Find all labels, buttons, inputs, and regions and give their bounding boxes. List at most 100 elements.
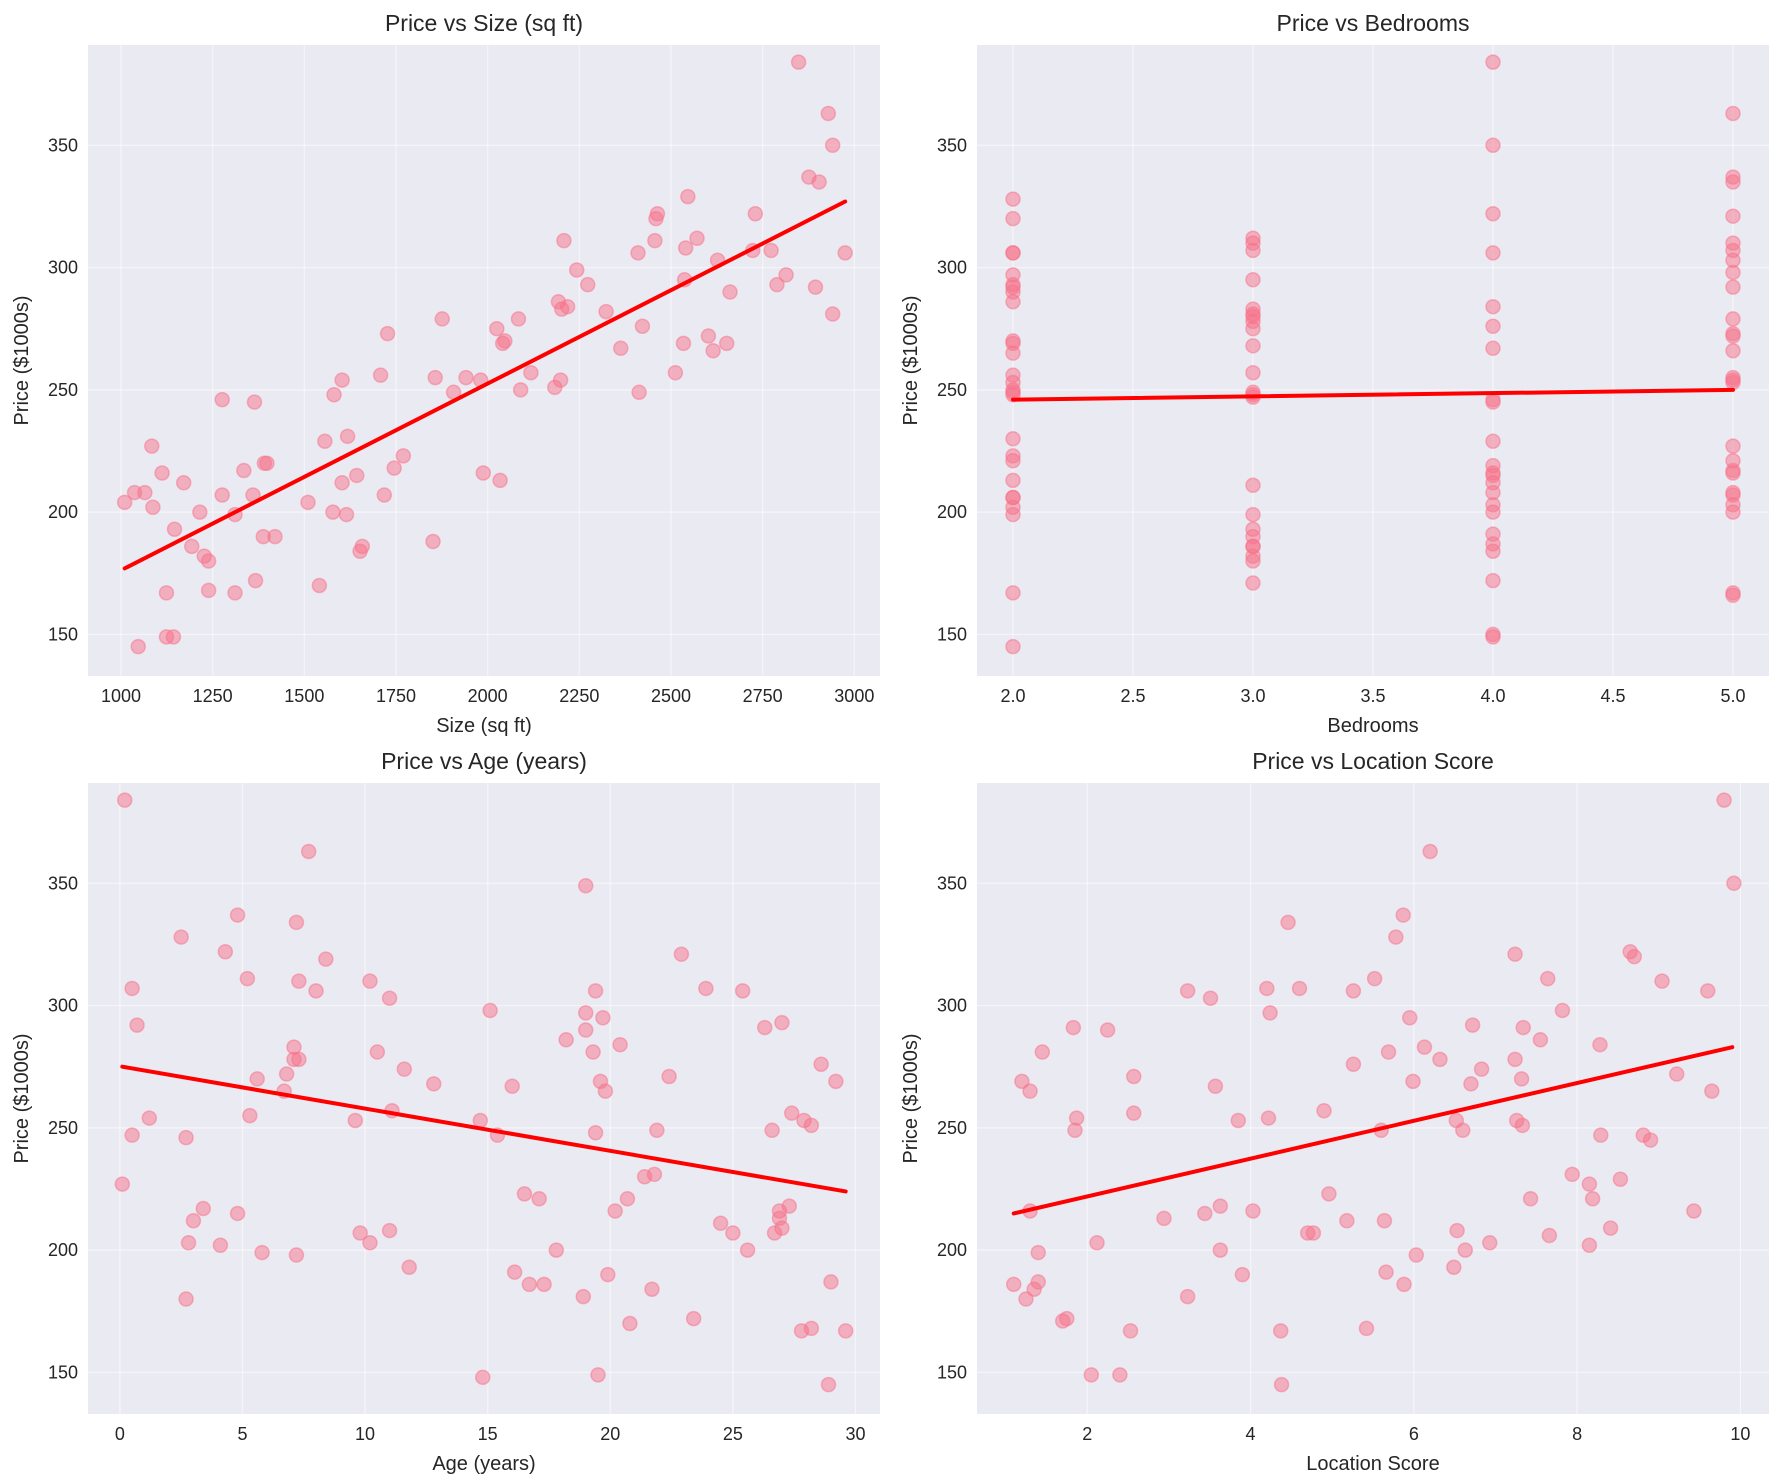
data-point [649,1122,665,1139]
data-point [598,303,614,320]
data-point [1725,374,1741,391]
data-point [137,484,153,501]
y-tick-label: 150 [48,1362,78,1382]
data-point [1668,1066,1685,1082]
data-point [734,983,751,999]
x-tick-label: 2250 [559,686,599,706]
data-point [339,428,356,445]
data-point [381,1222,398,1239]
data-point [396,1061,413,1077]
data-point [458,369,474,386]
data-point [556,232,572,249]
data-point [739,1242,756,1258]
data-point [1396,1276,1412,1293]
data-point [675,335,692,352]
data-point [813,1056,829,1073]
data-point [1485,504,1501,520]
data-point [300,843,317,860]
data-point [1262,1005,1278,1021]
x-tick-label: 2750 [743,686,783,706]
data-point [1457,1242,1474,1258]
y-tick-label: 200 [48,502,78,522]
data-point [504,1078,520,1095]
data-point [475,1369,491,1386]
data-point [200,553,217,569]
x-tick-label: 3.5 [1360,686,1385,706]
data-point [1449,1222,1465,1239]
data-point [254,1244,270,1261]
data-point [1245,575,1261,591]
data-point [129,1017,145,1033]
data-point [1507,946,1523,962]
data-point [311,577,328,594]
data-point [1005,472,1021,489]
data-point [489,320,505,337]
data-point [698,980,714,997]
data-point [700,328,717,344]
data-point [472,1112,489,1129]
data-point [578,877,594,894]
data-point [1700,983,1716,999]
data-point [590,1367,606,1383]
data-point [124,980,140,997]
data-point [673,946,690,962]
data-point [1345,983,1362,999]
data-point [178,1291,194,1307]
data-point [1725,105,1741,122]
data-point [1126,1105,1142,1121]
data-point [1291,980,1308,997]
x-axis-label: Bedrooms [1327,715,1418,737]
data-point [185,1213,202,1229]
data-point [823,1274,839,1290]
data-point [619,1191,636,1207]
data-point [1380,1044,1397,1060]
data-point [249,1071,265,1087]
data-point [1654,973,1670,989]
data-point [1378,1264,1394,1280]
data-point [1455,1122,1471,1139]
data-point [401,1259,417,1276]
data-point [1358,1320,1375,1337]
data-point [585,1044,601,1060]
data-point [1716,792,1732,808]
data-point [578,1005,594,1021]
data-point [820,1376,837,1393]
data-point [1464,1017,1481,1033]
regression-line [1011,387,1735,402]
data-point [649,206,666,222]
data-point [158,585,175,601]
data-point [1259,980,1275,997]
data-point [1018,1291,1034,1307]
data-point [1245,506,1261,523]
data-point [558,1032,574,1048]
data-point [521,1276,538,1293]
data-point [1686,1203,1702,1219]
data-point [1059,1310,1075,1327]
data-point [300,494,316,511]
data-point [154,465,170,481]
x-tick-label: 4.5 [1600,686,1625,706]
data-point [1179,983,1196,999]
data-point [372,367,389,383]
data-point [1725,328,1741,344]
data-point [587,983,604,999]
data-point [820,105,837,122]
data-point [1626,948,1643,965]
data-point [1522,1191,1539,1207]
data-point [334,372,350,388]
x-tick-label: 2500 [651,686,691,706]
x-axis-label: Location Score [1306,1453,1439,1475]
data-point [124,1127,140,1143]
data-point [1245,477,1261,493]
data-point [803,1320,820,1337]
data-point [790,54,807,70]
data-point [1207,1078,1224,1095]
data-point [1212,1198,1229,1214]
data-point [1245,320,1261,337]
data-point [1345,1056,1362,1073]
data-point [288,914,305,931]
data-point [595,1010,611,1026]
data-point [569,262,585,278]
data-point [278,1066,295,1082]
data-point [677,240,694,256]
